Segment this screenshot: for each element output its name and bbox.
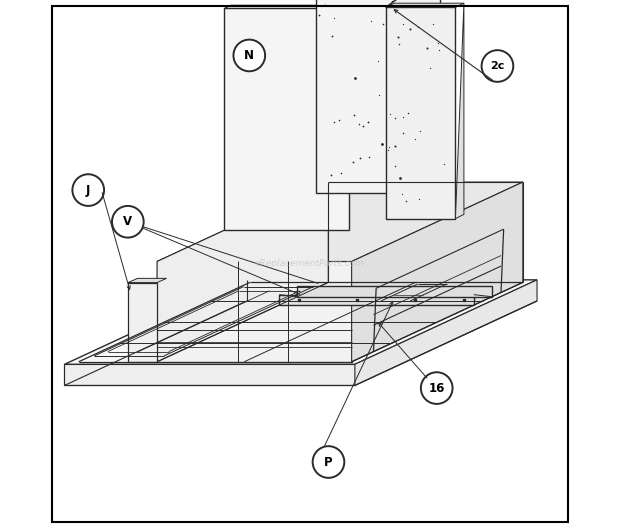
- Text: 2c: 2c: [490, 61, 505, 71]
- Circle shape: [482, 50, 513, 82]
- Polygon shape: [316, 0, 440, 193]
- Polygon shape: [157, 182, 523, 261]
- Circle shape: [421, 372, 453, 404]
- Text: V: V: [123, 215, 133, 228]
- Circle shape: [112, 206, 144, 238]
- Polygon shape: [224, 5, 356, 8]
- Polygon shape: [157, 182, 329, 362]
- Circle shape: [73, 174, 104, 206]
- Polygon shape: [128, 278, 167, 282]
- Polygon shape: [298, 286, 492, 297]
- Polygon shape: [64, 364, 355, 385]
- Polygon shape: [386, 7, 456, 219]
- Polygon shape: [456, 3, 464, 219]
- Polygon shape: [157, 261, 352, 362]
- Polygon shape: [224, 8, 349, 230]
- Polygon shape: [279, 295, 474, 305]
- Text: J: J: [86, 184, 91, 196]
- Polygon shape: [128, 282, 157, 362]
- Polygon shape: [352, 182, 523, 362]
- Polygon shape: [386, 3, 464, 7]
- Polygon shape: [64, 280, 537, 364]
- Text: N: N: [244, 49, 254, 62]
- Text: P: P: [324, 456, 333, 468]
- Text: 16: 16: [428, 382, 445, 394]
- Circle shape: [234, 40, 265, 71]
- Circle shape: [312, 446, 344, 478]
- Text: eReplacementParts.com: eReplacementParts.com: [255, 259, 365, 269]
- Polygon shape: [355, 280, 537, 385]
